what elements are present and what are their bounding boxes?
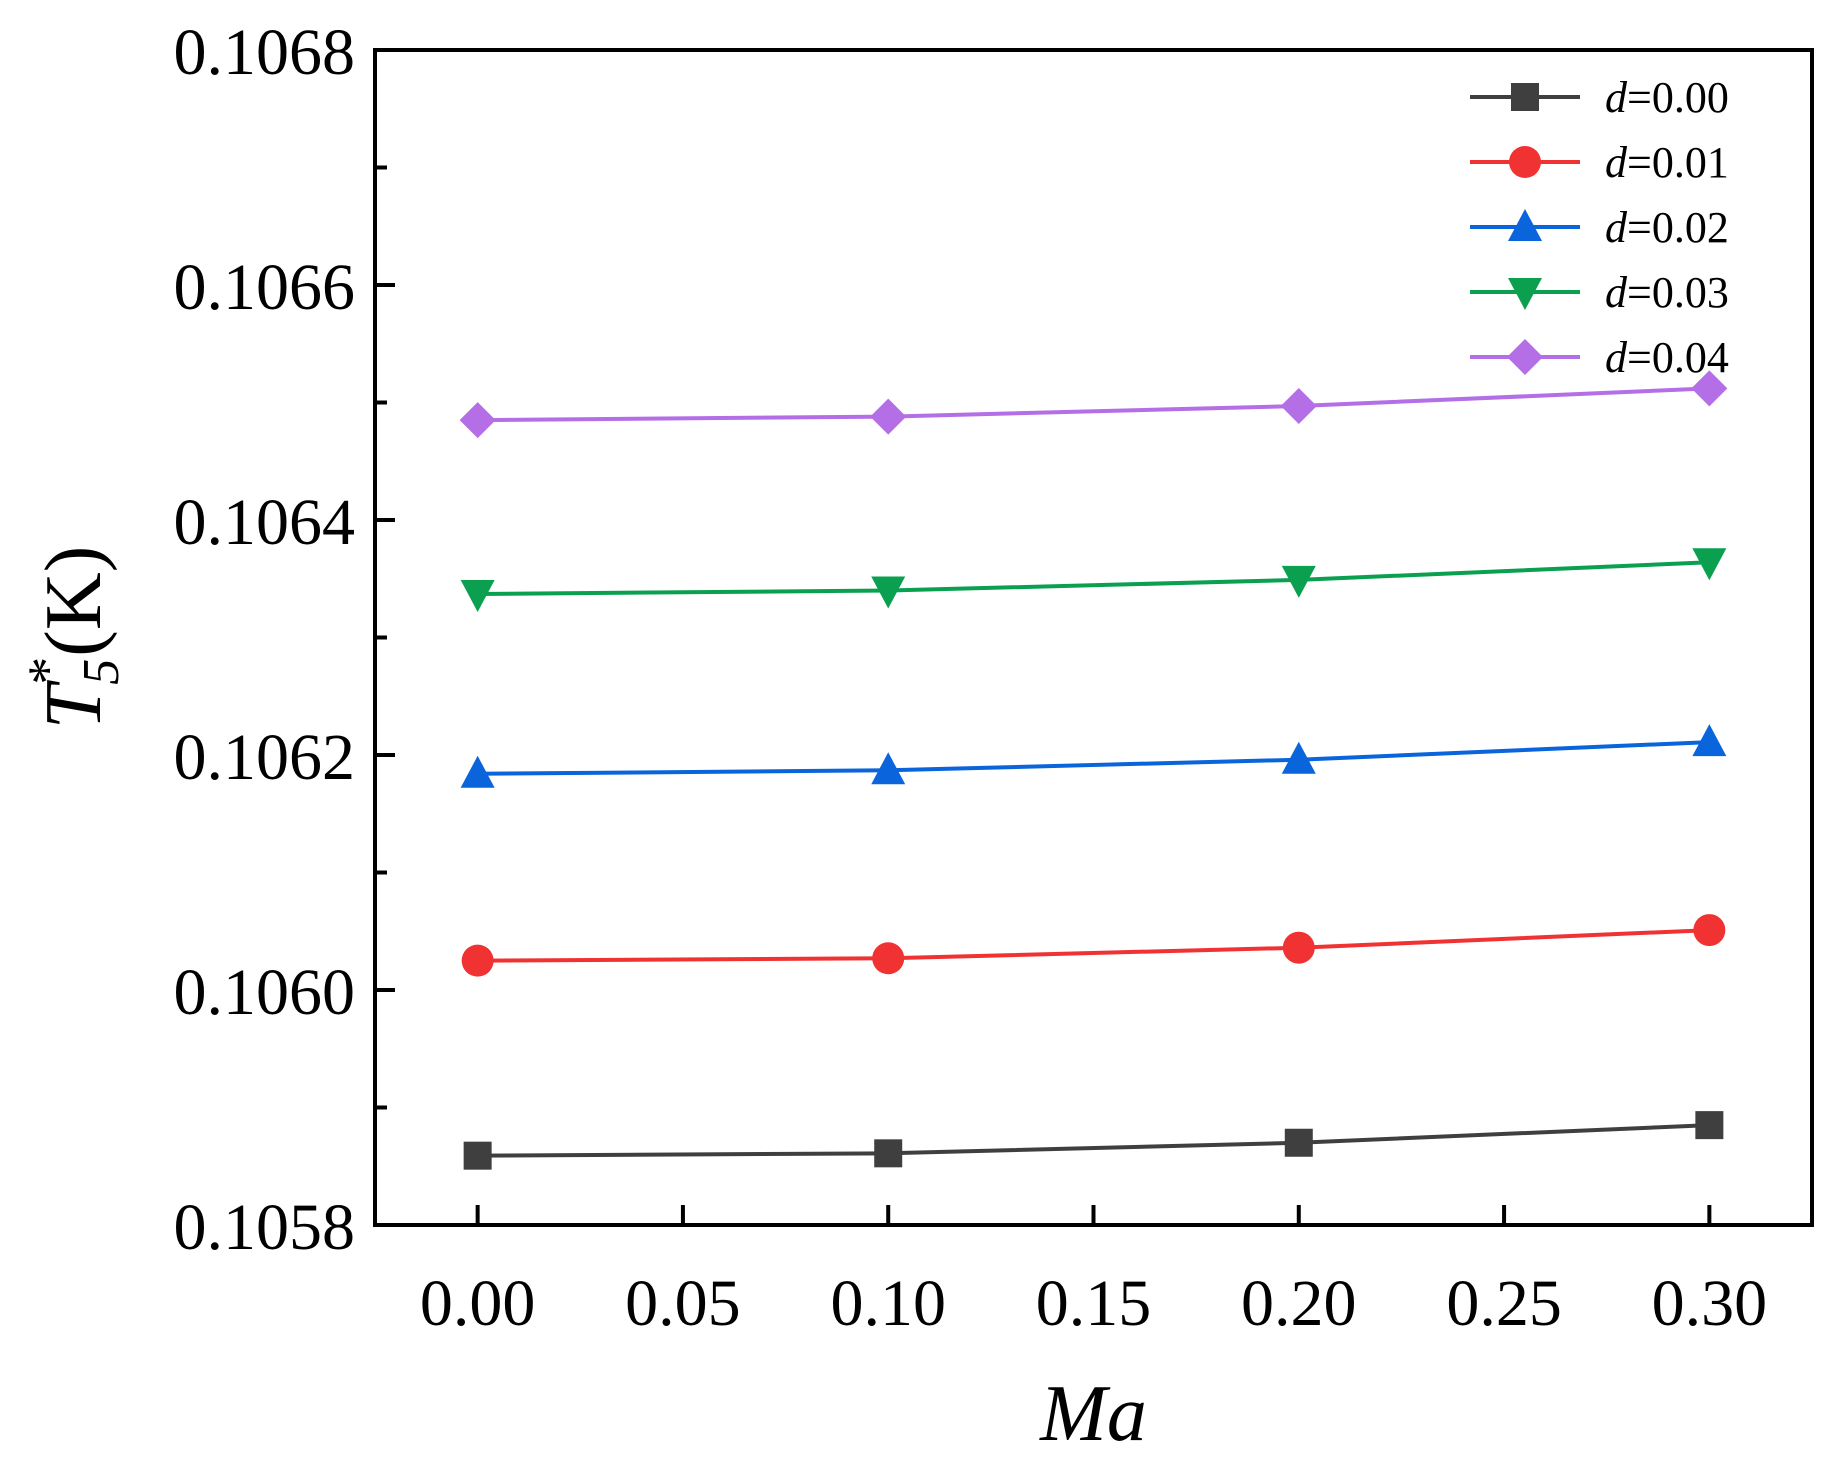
data-point <box>1692 548 1727 581</box>
x-axis-tick-labels: 0.00 0.05 0.10 0.15 0.20 0.25 0.30 <box>420 1267 1767 1340</box>
y-axis-tick-labels: 0.1058 0.1060 0.1062 0.1064 0.1066 0.1068 <box>174 16 356 1264</box>
legend-label: d=0.00 <box>1605 73 1729 122</box>
plot-area-frame <box>373 48 1814 1227</box>
data-point <box>1693 914 1726 947</box>
legend-marker <box>1508 209 1542 241</box>
legend-marker <box>1507 339 1543 375</box>
data-point <box>1280 388 1317 425</box>
data-point <box>1691 370 1728 407</box>
legend-marker <box>1511 83 1539 111</box>
y-axis-title-superscript: * <box>17 657 79 685</box>
y-axis-title-main: T <box>30 679 118 729</box>
data-point <box>459 402 496 439</box>
series-line <box>477 1123 1710 1158</box>
data-point <box>871 576 906 609</box>
data-point <box>1281 741 1316 774</box>
series-line <box>477 740 1710 776</box>
data-point <box>460 580 495 613</box>
y-tick-label: 0.1058 <box>174 1191 356 1264</box>
legend-item: d=0.00 <box>1470 73 1729 122</box>
legend-label: d=0.03 <box>1605 268 1729 317</box>
series-line <box>477 560 1710 597</box>
y-axis-title-unit: (K) <box>30 546 118 657</box>
x-tick-label: 0.05 <box>625 1267 741 1340</box>
y-tick-label: 0.1062 <box>174 721 356 794</box>
series-line <box>477 928 1710 963</box>
y-tick-label: 0.1060 <box>174 956 356 1029</box>
y-tick-label: 0.1066 <box>174 251 356 324</box>
legend-item: d=0.03 <box>1470 268 1729 317</box>
x-tick-label: 0.30 <box>1652 1267 1768 1340</box>
legend-item: d=0.04 <box>1470 333 1729 382</box>
y-tick-label: 0.1068 <box>174 16 356 89</box>
svg-text:T5*(K): T5*(K) <box>17 546 130 730</box>
x-tick-label: 0.20 <box>1241 1267 1357 1340</box>
data-point <box>1692 724 1727 757</box>
x-tick-label: 0.15 <box>1036 1267 1152 1340</box>
data-point <box>1284 1128 1313 1157</box>
y-tick-label: 0.1064 <box>174 486 356 559</box>
series-d-0-03 <box>460 548 1727 613</box>
data-point <box>870 398 907 435</box>
series-layer <box>459 370 1728 1170</box>
y-axis-title-subscript: 5 <box>73 659 130 685</box>
series-line <box>477 386 1710 423</box>
series-d-0-02 <box>460 724 1727 788</box>
legend-item: d=0.01 <box>1470 138 1729 187</box>
x-axis-title: Ma <box>1039 1370 1147 1458</box>
data-point <box>874 1139 903 1168</box>
legend: d=0.00 d=0.01 d=0.02 d=0.03 d=0.04 <box>1470 73 1729 382</box>
legend-marker <box>1509 146 1541 178</box>
data-point <box>460 755 495 788</box>
series-d-0-01 <box>461 914 1726 977</box>
data-point <box>1282 931 1315 964</box>
data-point <box>1695 1111 1724 1140</box>
legend-label: d=0.02 <box>1605 203 1729 252</box>
legend-label: d=0.04 <box>1605 333 1729 382</box>
data-point <box>461 944 494 977</box>
data-point <box>871 752 906 785</box>
data-point <box>872 942 905 975</box>
data-point <box>1281 565 1316 598</box>
x-tick-label: 0.10 <box>830 1267 946 1340</box>
x-tick-label: 0.25 <box>1446 1267 1562 1340</box>
y-axis-title: T5*(K) <box>17 546 130 730</box>
legend-marker <box>1508 278 1542 310</box>
series-d-0-00 <box>463 1111 1724 1170</box>
x-tick-label: 0.00 <box>420 1267 536 1340</box>
series-d-0-04 <box>459 370 1728 439</box>
data-point <box>463 1141 492 1170</box>
legend-label: d=0.01 <box>1605 138 1729 187</box>
legend-item: d=0.02 <box>1470 203 1729 252</box>
